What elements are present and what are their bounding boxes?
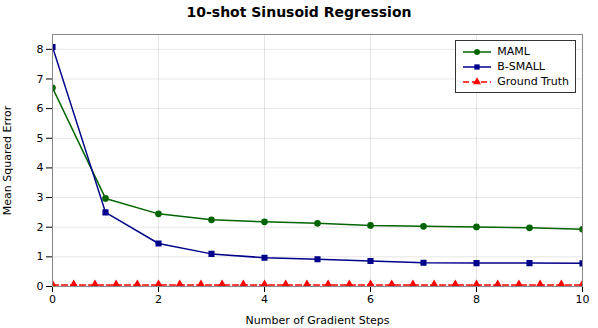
svg-text:10: 10: [576, 293, 590, 306]
svg-text:Mean Squared Error: Mean Squared Error: [1, 105, 14, 215]
html-text:B-SMALL: B-SMALL: [497, 60, 545, 73]
svg-text:0: 0: [37, 280, 44, 293]
svg-text:1: 1: [37, 250, 44, 263]
svg-text:7: 7: [37, 72, 44, 85]
svg-text:Number of Gradient Steps: Number of Gradient Steps: [246, 314, 390, 327]
svg-text:4: 4: [37, 161, 44, 174]
svg-text:6: 6: [367, 293, 374, 306]
svg-text:8: 8: [37, 43, 44, 56]
html-text:10-shot Sinusoid Regression: 10-shot Sinusoid Regression: [186, 4, 412, 20]
svg-text:2: 2: [155, 293, 162, 306]
svg-text:8: 8: [473, 293, 480, 306]
svg-text:5: 5: [37, 132, 44, 145]
svg-text:6: 6: [37, 102, 44, 115]
svg-text:2: 2: [37, 221, 44, 234]
svg-text:3: 3: [37, 191, 44, 204]
html-text:Ground Truth: Ground Truth: [497, 75, 569, 88]
svg-text:0: 0: [49, 293, 56, 306]
svg-text:4: 4: [261, 293, 268, 306]
html-text:MAML: MAML: [497, 45, 530, 58]
